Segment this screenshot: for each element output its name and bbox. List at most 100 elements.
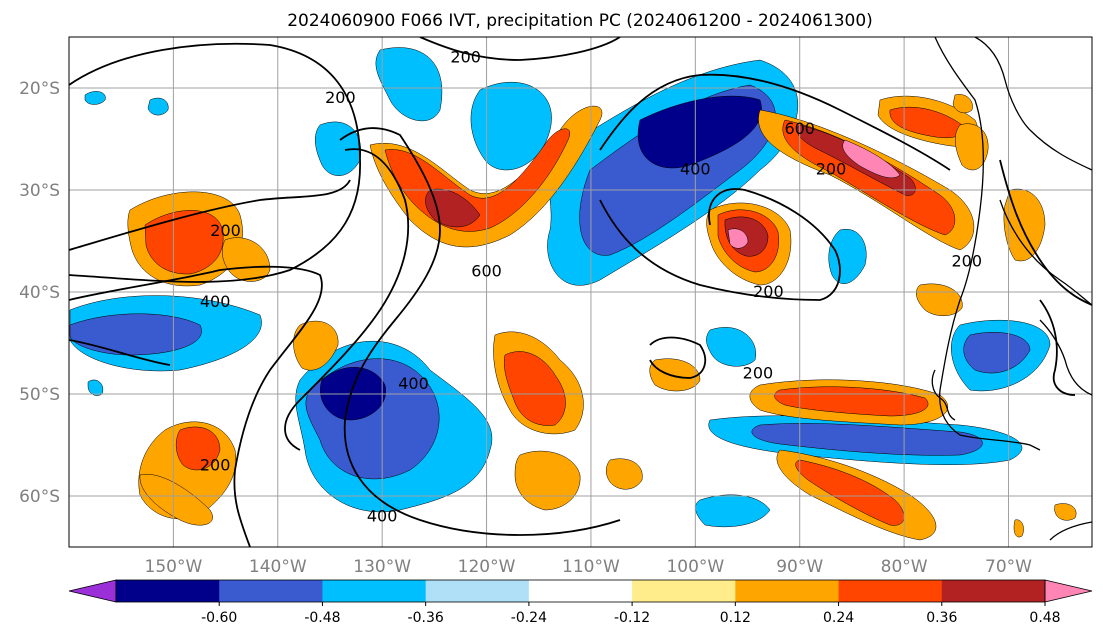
colorbar-segment <box>838 580 943 602</box>
contour-label: 200 <box>753 282 784 301</box>
contour-label: 400 <box>398 374 429 393</box>
precip-fills <box>69 47 1077 541</box>
ivt-contour-line <box>339 127 621 536</box>
coastline-segment <box>931 369 956 421</box>
colorbar-tick-label: -0.48 <box>304 610 340 626</box>
contour-label: 600 <box>784 119 815 138</box>
coastline-segment <box>934 37 1041 451</box>
colorbar-tick-label: 0.48 <box>1029 610 1060 626</box>
y-axis-ticks: 20°S 30°S 40°S 50°S 60°S <box>19 79 60 507</box>
ivt-contour-line <box>69 339 171 366</box>
x-tick-label: 90°W <box>776 557 823 577</box>
precip-region <box>842 139 901 179</box>
y-tick-label: 20°S <box>19 79 60 99</box>
colorbar-segment <box>941 580 1046 602</box>
y-tick-label: 30°S <box>19 181 60 201</box>
colorbar-tick-label: 0.36 <box>926 610 957 626</box>
contour-label: 400 <box>680 160 711 179</box>
colorbar-tick-label: -0.12 <box>614 610 650 626</box>
precip-region <box>293 320 339 371</box>
map-layer: 200 200 200 200 200 200 200 200 400 400 400 400 600 6… <box>69 37 1092 547</box>
precip-region <box>963 332 1031 374</box>
x-tick-label: 140°W <box>249 557 307 577</box>
precip-region <box>649 358 701 392</box>
coastline-segment <box>1039 319 1092 396</box>
colorbar-segment <box>219 580 323 602</box>
ivt-contour-line <box>419 37 621 61</box>
x-axis-ticks: 150°W 140°W 130°W 120°W 110°W 100°W 90°W 80°W 70… <box>145 557 1033 577</box>
colorbar-segment <box>735 580 840 602</box>
y-tick-label: 50°S <box>19 385 60 405</box>
precip-region <box>470 81 552 171</box>
map-frame <box>68 36 1093 548</box>
ivt-contour-line <box>649 336 707 379</box>
contour-label: 400 <box>367 506 398 525</box>
precip-region <box>1054 503 1077 521</box>
coastline <box>931 37 1092 541</box>
colorbar-tick-label: 0.12 <box>720 610 751 626</box>
contour-label: 200 <box>743 364 774 383</box>
precip-region <box>375 47 443 121</box>
precip-region <box>504 351 566 426</box>
precip-region <box>828 228 867 284</box>
contour-label: 400 <box>200 292 231 311</box>
colorbar-segment <box>322 580 427 602</box>
colorbar-segment <box>116 580 220 602</box>
precip-region <box>139 473 213 526</box>
contour-label: 200 <box>200 455 231 474</box>
precip-region <box>144 210 224 275</box>
precip-region <box>606 458 643 490</box>
precip-region <box>175 426 221 471</box>
colorbar-segment <box>425 580 530 602</box>
ivt-contour-line <box>599 73 951 171</box>
ivt-contour-line <box>284 148 409 451</box>
coastline-segment <box>974 37 1092 171</box>
precip-region <box>1013 519 1024 538</box>
colorbar-tick-label: -0.24 <box>511 610 547 626</box>
precip-region <box>69 313 202 356</box>
precip-region <box>952 94 973 114</box>
colorbar-extend-max <box>1044 579 1093 603</box>
contour-label: 200 <box>816 160 847 179</box>
x-tick-label: 100°W <box>666 557 724 577</box>
precip-region <box>955 123 989 171</box>
y-tick-label: 40°S <box>19 283 60 303</box>
x-tick-label: 80°W <box>881 557 928 577</box>
chart-title: 2024060900 F066 IVT, precipitation PC (2… <box>287 11 873 31</box>
gridlines <box>69 37 1092 547</box>
precip-region <box>315 121 362 176</box>
contour-label: 200 <box>450 47 481 66</box>
contour-label: 200 <box>951 251 982 270</box>
colorbar: -0.60 -0.48 -0.36 -0.24 -0.12 0.12 0.24 0.36 0.4… <box>68 579 1093 626</box>
colorbar-tick-label: 0.24 <box>823 610 854 626</box>
y-tick-label: 60°S <box>19 487 60 507</box>
coastline-segment <box>1049 521 1092 541</box>
contour-label: 600 <box>471 262 502 281</box>
ivt-contour-line <box>69 179 351 251</box>
ivt-contour-line <box>999 159 1092 306</box>
x-tick-label: 120°W <box>458 557 516 577</box>
colorbar-segment <box>528 580 633 602</box>
colorbar-frame <box>115 579 1046 603</box>
colorbar-segment <box>632 580 736 602</box>
ivt-contour-line <box>1039 299 1076 396</box>
precip-region <box>222 237 271 282</box>
contour-label: 200 <box>210 221 241 240</box>
precip-region <box>147 97 169 116</box>
coastline-segment <box>999 199 1092 306</box>
ivt-contour-line <box>599 188 841 301</box>
precip-region <box>514 450 581 511</box>
precip-region <box>727 228 749 249</box>
ivt-contour-line <box>69 265 323 547</box>
ivt-contours: 200 200 200 200 200 200 200 200 400 400 400 400 600 6… <box>69 37 1092 547</box>
precip-region <box>637 95 762 169</box>
x-tick-label: 130°W <box>353 557 411 577</box>
colorbar-tick-label: -0.60 <box>201 610 237 626</box>
colorbar-tick-label: -0.36 <box>408 610 444 626</box>
ivt-contour-line <box>69 42 361 283</box>
x-tick-label: 150°W <box>145 557 203 577</box>
precip-region <box>751 423 983 456</box>
contour-label: 200 <box>325 88 356 107</box>
precip-region <box>795 459 905 526</box>
